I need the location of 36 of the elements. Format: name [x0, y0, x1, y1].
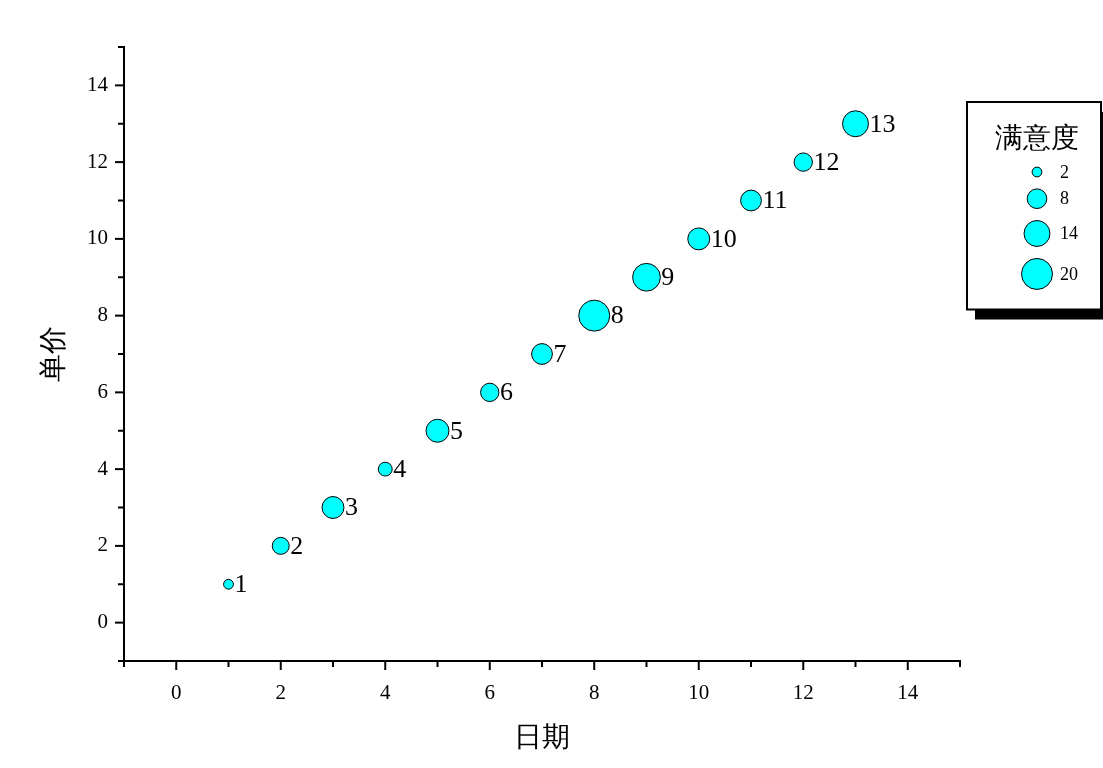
x-tick-label: 10: [688, 680, 710, 705]
y-tick-label: 10: [87, 225, 108, 250]
data-label: 1: [234, 569, 248, 599]
legend-title: 满意度: [995, 122, 1079, 154]
y-tick-label: 4: [97, 455, 109, 480]
legend-label: 14: [1060, 223, 1078, 244]
x-tick-label: 4: [380, 680, 391, 705]
x-tick-label: 6: [484, 680, 495, 705]
x-tick-label: 8: [589, 680, 600, 705]
x-tick-label: 14: [897, 680, 919, 705]
data-label: 12: [813, 146, 840, 176]
data-label: 5: [450, 415, 463, 445]
y-tick-label: 8: [97, 302, 108, 327]
data-label: 13: [869, 108, 896, 138]
y-tick-label: 6: [97, 378, 108, 403]
y-tick-label: 14: [87, 71, 109, 96]
y-axis-title: 单价: [37, 326, 69, 382]
data-label: 3: [344, 492, 358, 522]
data-label: 8: [610, 300, 624, 330]
data-label: 2: [290, 530, 304, 560]
data-label: 11: [762, 185, 788, 215]
y-tick-label: 0: [97, 609, 108, 634]
y-tick-label: 12: [87, 148, 108, 173]
data-label: 6: [499, 377, 513, 407]
data-label: 7: [553, 338, 567, 368]
x-tick-label: 2: [275, 680, 286, 705]
x-tick-label: 12: [792, 680, 814, 705]
x-axis-title: 日期: [514, 720, 570, 752]
legend-label: 2: [1060, 161, 1069, 182]
data-label: 9: [661, 262, 675, 292]
y-tick-label: 2: [97, 532, 108, 557]
data-label: 10: [710, 223, 737, 253]
legend-label: 20: [1060, 263, 1078, 284]
legend-label: 8: [1060, 188, 1069, 209]
x-tick-label: 0: [171, 680, 182, 705]
data-label: 4: [393, 453, 407, 483]
